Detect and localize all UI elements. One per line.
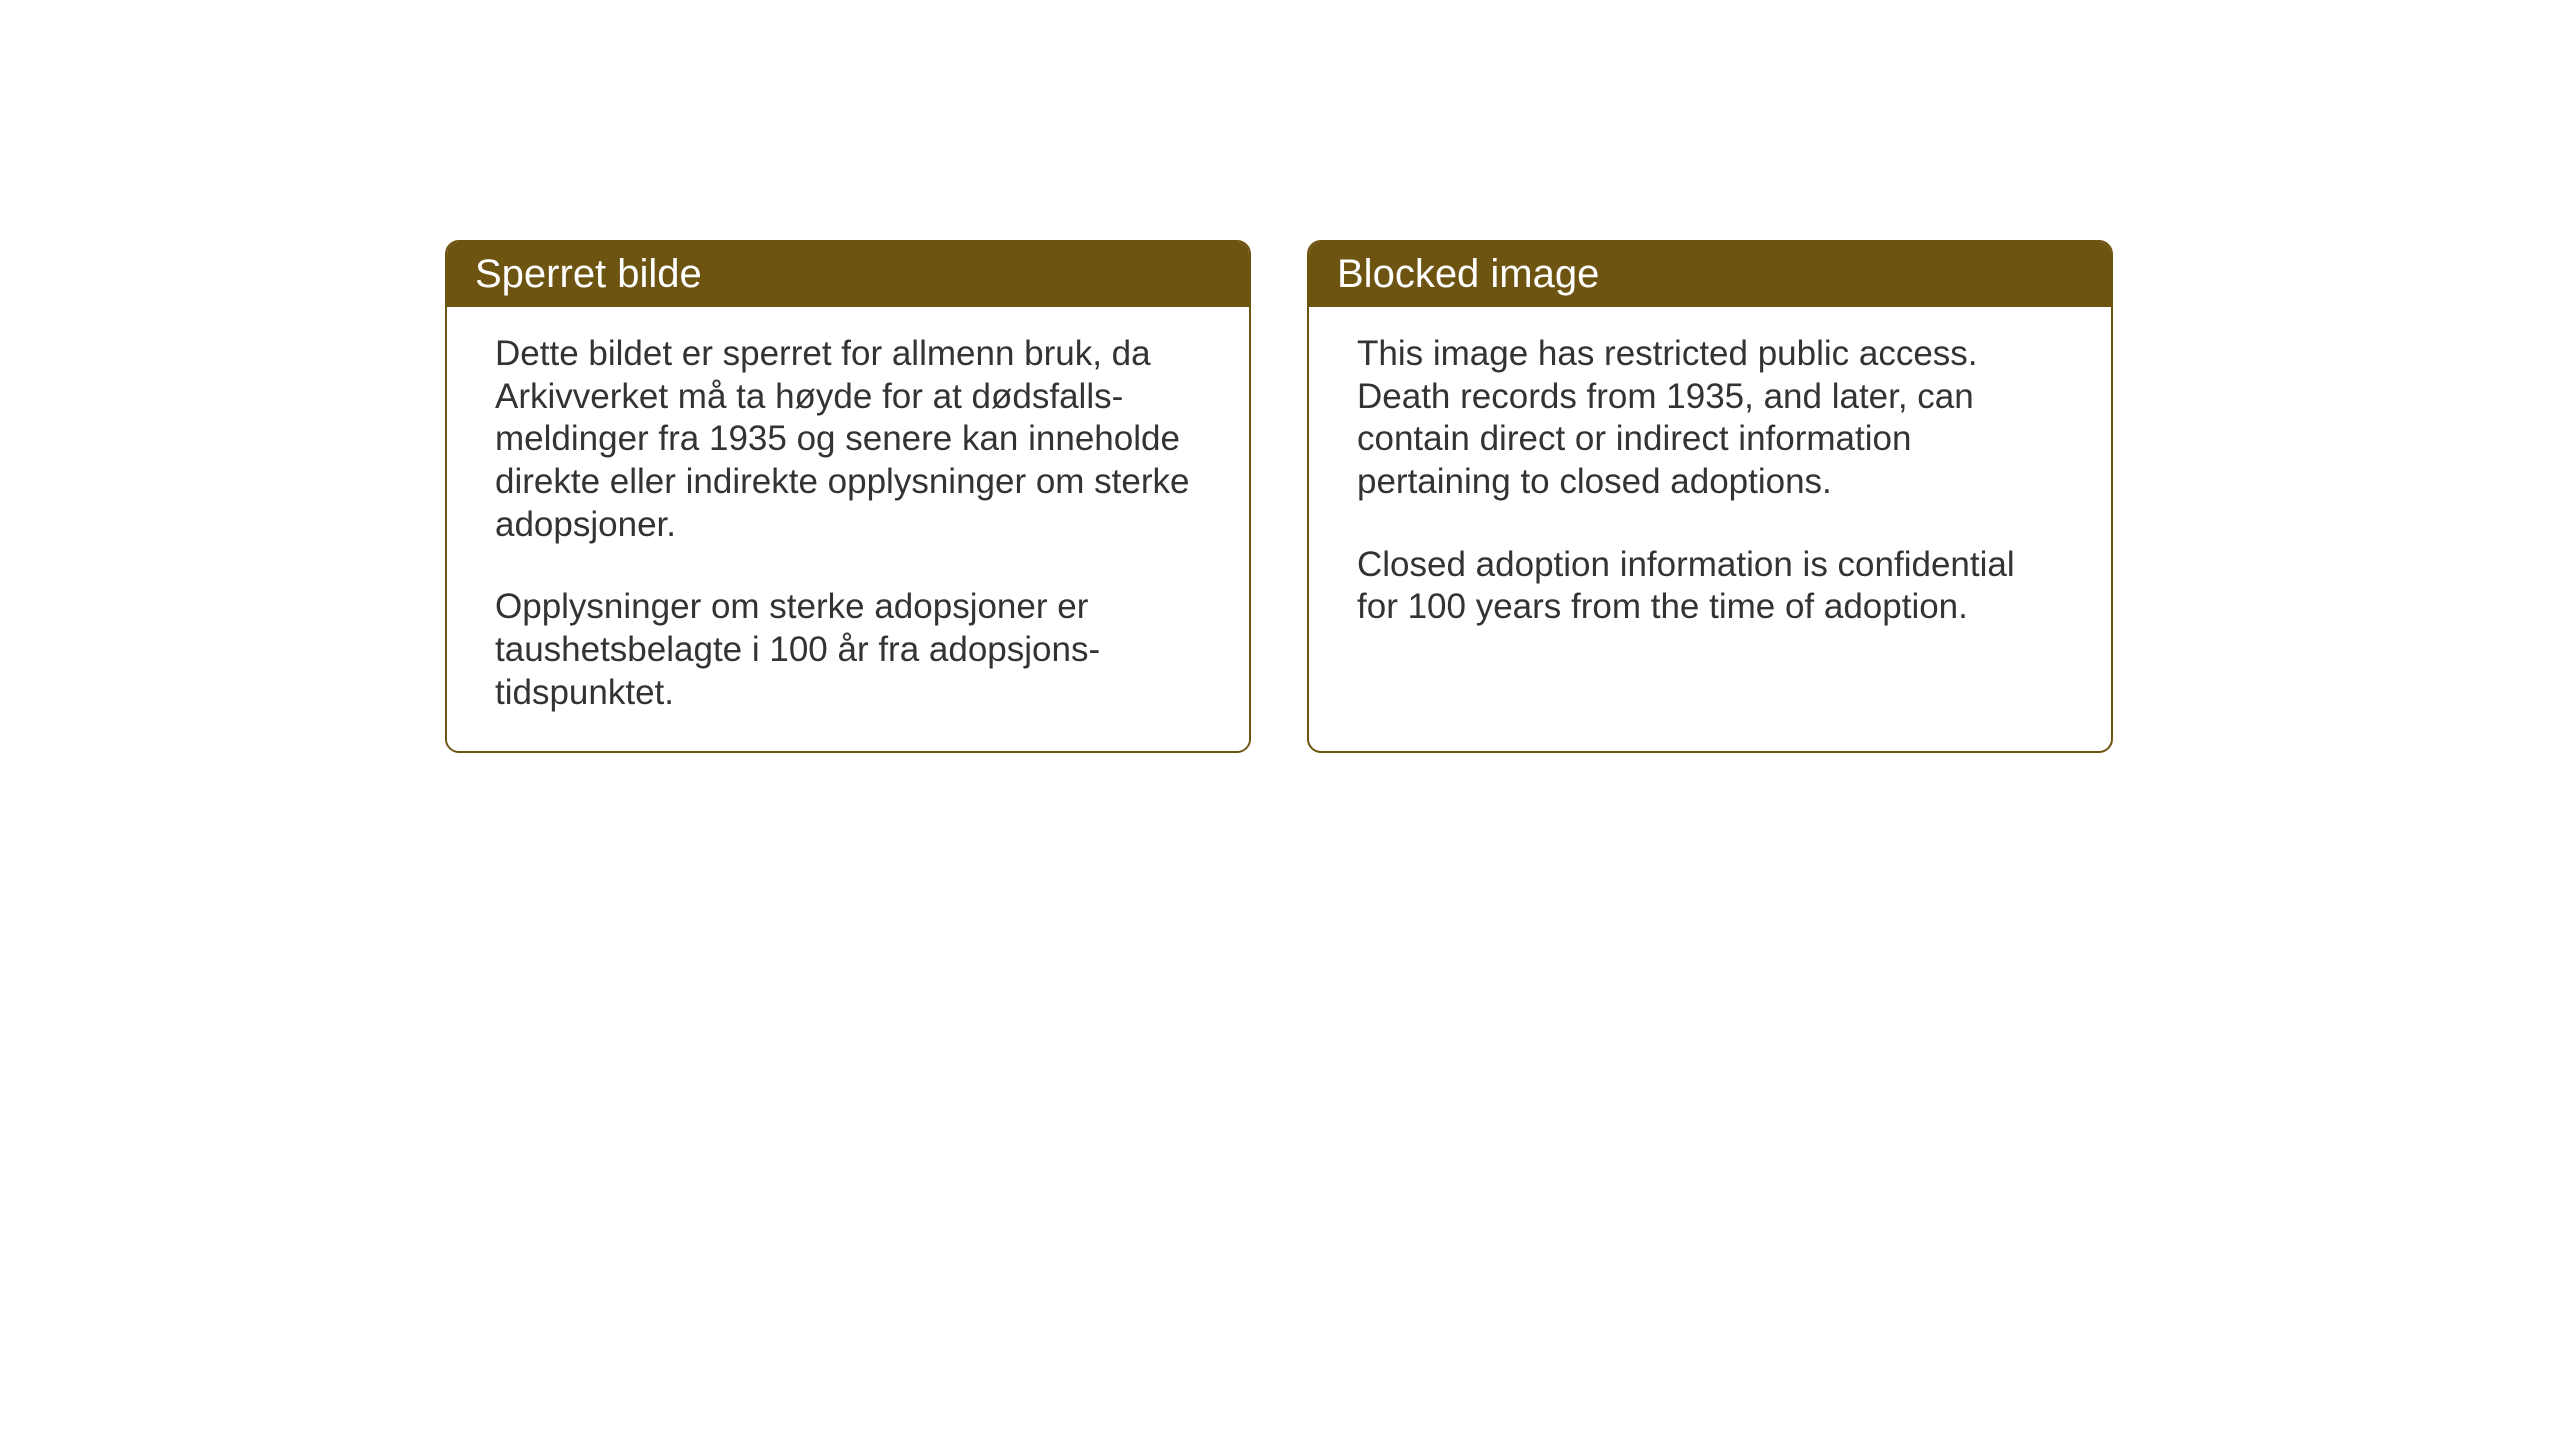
notice-paragraph: This image has restricted public access.… — [1357, 333, 2063, 504]
notice-paragraph: Opplysninger om sterke adopsjoner er tau… — [495, 586, 1201, 714]
notice-container: Sperret bilde Dette bildet er sperret fo… — [445, 240, 2113, 753]
notice-paragraph: Dette bildet er sperret for allmenn bruk… — [495, 333, 1201, 546]
notice-box-english: Blocked image This image has restricted … — [1307, 240, 2113, 753]
notice-title: Sperret bilde — [475, 252, 702, 296]
notice-paragraph: Closed adoption information is confident… — [1357, 544, 2063, 629]
notice-title: Blocked image — [1337, 252, 1599, 296]
notice-header-english: Blocked image — [1309, 242, 2111, 307]
notice-box-norwegian: Sperret bilde Dette bildet er sperret fo… — [445, 240, 1251, 753]
notice-header-norwegian: Sperret bilde — [447, 242, 1249, 307]
notice-body-norwegian: Dette bildet er sperret for allmenn bruk… — [447, 307, 1249, 751]
notice-body-english: This image has restricted public access.… — [1309, 307, 2111, 707]
